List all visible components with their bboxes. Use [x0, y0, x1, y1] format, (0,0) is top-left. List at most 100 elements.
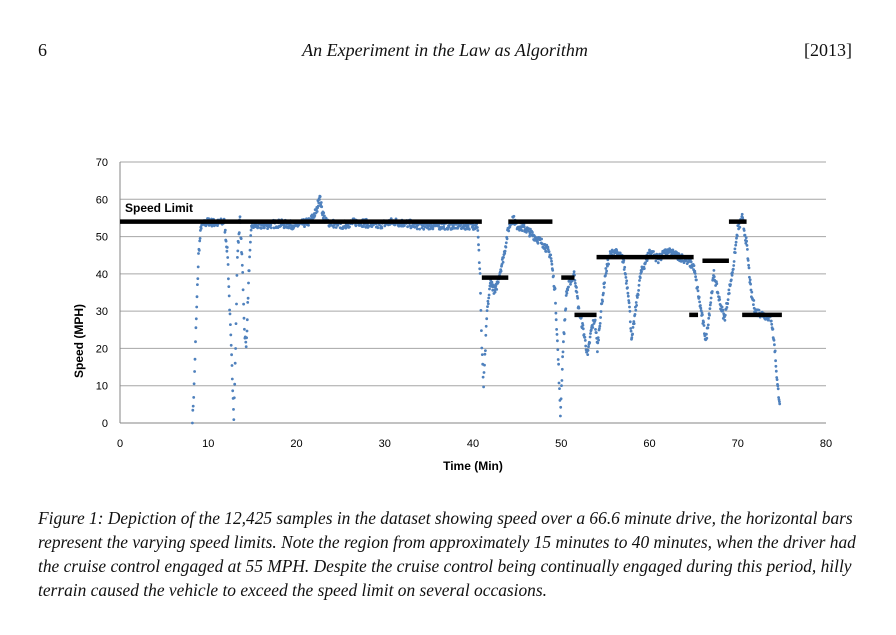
y-tick-label: 30	[96, 306, 108, 318]
speed-sample-point	[245, 329, 249, 333]
speed-sample-point	[625, 279, 629, 283]
speed-sample-point	[628, 320, 632, 324]
speed-sample-point	[228, 308, 232, 312]
speed-sample-point	[727, 288, 731, 292]
speed-sample-point	[581, 323, 585, 327]
speed-sample-point	[583, 339, 587, 342]
speed-sample-point	[702, 320, 705, 324]
speed-sample-point	[692, 264, 696, 267]
speed-sample-point	[624, 272, 627, 276]
speed-sample-point	[730, 273, 734, 277]
speed-sample-point	[749, 282, 752, 286]
speed-sample-point	[652, 250, 655, 253]
y-tick-label: 20	[96, 343, 108, 355]
speed-sample-point	[196, 277, 200, 280]
speed-sample-point	[554, 301, 557, 305]
speed-sample-point	[734, 243, 738, 247]
speed-sample-point	[624, 276, 628, 279]
x-tick-label: 30	[379, 438, 391, 450]
figure-caption: Figure 1: Depiction of the 12,425 sample…	[38, 508, 856, 600]
speed-sample-point	[226, 256, 230, 259]
speed-sample-point	[192, 396, 196, 399]
speed-sample-point	[256, 225, 260, 229]
speed-sample-point	[588, 335, 592, 339]
speed-sample-point	[232, 396, 236, 400]
speed-sample-point	[316, 204, 320, 208]
speed-sample-point	[776, 384, 780, 388]
publication-year: [2013]	[804, 40, 852, 60]
speed-sample-point	[560, 367, 564, 371]
speed-samples	[191, 194, 782, 425]
speed-sample-point	[727, 292, 731, 295]
speed-sample-point	[313, 214, 317, 218]
x-tick-label: 60	[643, 438, 655, 450]
speed-sample-point	[589, 332, 592, 335]
speed-sample-point	[249, 228, 253, 232]
x-tick-label: 20	[290, 438, 302, 450]
speed-sample-point	[194, 317, 198, 321]
speed-sample-point	[726, 298, 730, 301]
speed-sample-point	[565, 291, 569, 295]
speed-sample-point	[198, 239, 202, 243]
speed-sample-point	[550, 259, 553, 263]
speed-sample-point	[480, 329, 483, 332]
speed-sample-point	[225, 249, 229, 253]
speed-sample-point	[332, 225, 336, 229]
speed-sample-point	[636, 293, 640, 297]
speed-sample-point	[232, 418, 236, 421]
speed-sample-point	[723, 318, 727, 322]
y-axis-label: Speed (MPH)	[72, 304, 86, 378]
speed-sample-point	[242, 316, 246, 320]
speed-sample-point	[235, 302, 238, 306]
speed-sample-point	[318, 198, 321, 201]
speed-sample-point	[466, 224, 470, 228]
speed-sample-point	[389, 217, 393, 220]
speed-sample-point	[637, 283, 641, 287]
speed-sample-point	[453, 226, 457, 230]
speed-sample-point	[664, 248, 667, 252]
speed-sample-point	[479, 309, 483, 312]
speed-sample-point	[776, 387, 780, 391]
speed-sample-point	[747, 266, 751, 270]
speed-sample-point	[607, 262, 610, 266]
speed-sample-point	[241, 288, 245, 292]
speed-sample-point	[247, 281, 250, 285]
speed-sample-point	[583, 335, 587, 339]
speed-sample-point	[654, 259, 658, 263]
speed-sample-point	[231, 389, 235, 393]
speed-sample-point	[476, 229, 480, 232]
speed-sample-point	[354, 224, 358, 228]
speed-sample-point	[709, 296, 713, 300]
speed-sample-point	[269, 223, 273, 227]
speed-sample-point	[775, 376, 779, 379]
speed-sample-point	[603, 281, 606, 285]
speed-sample-point	[627, 299, 631, 302]
speed-sample-point	[562, 332, 566, 336]
x-tick-label: 70	[732, 438, 744, 450]
speed-sample-point	[549, 257, 553, 260]
speed-sample-point	[243, 327, 246, 331]
speed-sample-point	[712, 275, 716, 279]
speed-sample-point	[249, 240, 252, 244]
speed-sample-point	[561, 350, 565, 354]
speed-sample-point	[767, 318, 770, 322]
speed-sample-point	[244, 345, 248, 349]
speed-sample-point	[233, 361, 237, 365]
speed-sample-point	[622, 268, 626, 271]
speed-sample-point	[729, 283, 732, 286]
speed-sample-point	[557, 381, 561, 385]
speed-sample-point	[502, 256, 505, 259]
speed-sample-point	[559, 397, 563, 401]
speed-sample-point	[566, 288, 570, 292]
speed-sample-point	[586, 349, 590, 352]
speed-sample-point	[238, 215, 242, 219]
speed-sample-point	[372, 223, 375, 227]
speed-sample-point	[244, 340, 248, 344]
speed-sample-point	[544, 250, 548, 253]
speed-sample-point	[547, 250, 551, 254]
speed-sample-point	[520, 229, 524, 232]
speed-sample-point	[479, 291, 482, 295]
speed-sample-point	[771, 327, 775, 331]
speed-sample-point	[522, 225, 526, 229]
speed-sample-point	[706, 323, 710, 327]
